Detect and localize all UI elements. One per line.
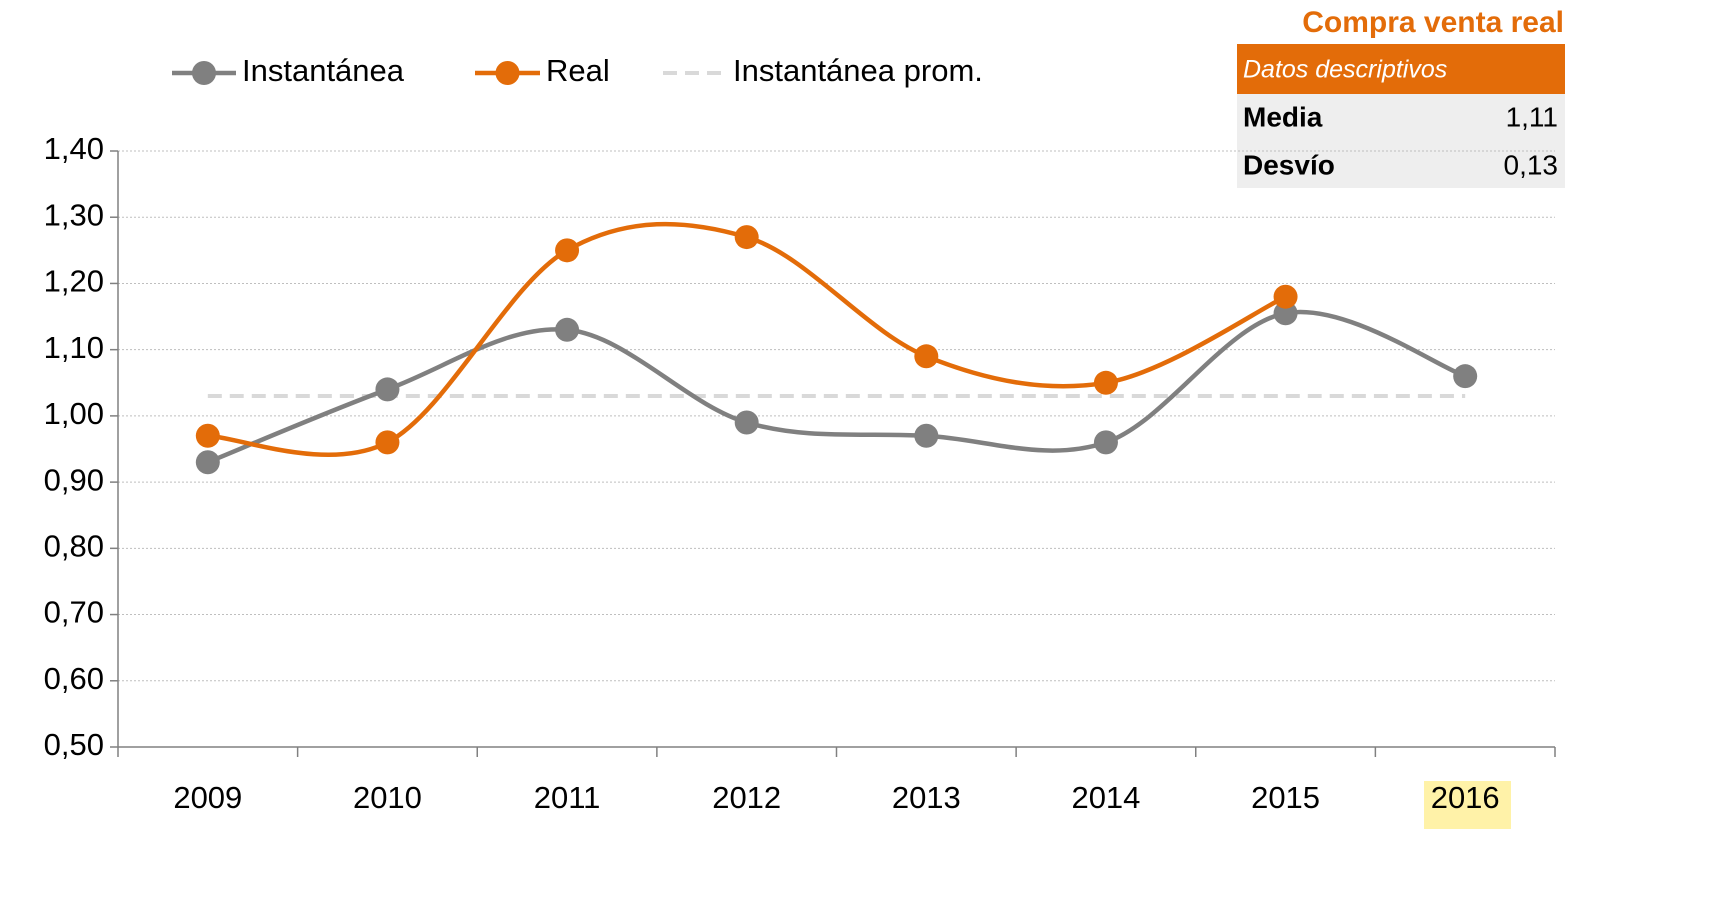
x-tick-label: 2013	[892, 780, 961, 815]
point	[914, 344, 939, 369]
legend-marker	[192, 61, 216, 85]
x-tick-label: 2010	[353, 780, 422, 815]
table-value: 0,13	[1504, 149, 1559, 180]
point	[1273, 284, 1298, 309]
y-tick-label: 1,30	[44, 197, 104, 232]
point	[1453, 364, 1478, 389]
point	[1093, 370, 1118, 395]
x-tick-label: 2016	[1431, 780, 1500, 815]
legend-label: Instantánea prom.	[733, 53, 983, 88]
point	[734, 410, 759, 435]
y-tick-label: 1,00	[44, 396, 104, 431]
y-tick-label: 0,50	[44, 727, 104, 762]
point	[555, 238, 580, 263]
x-tick-label: 2012	[712, 780, 781, 815]
x-tick-label: 2011	[534, 780, 601, 815]
highlight	[1424, 781, 1511, 829]
x-tick-label: 2009	[173, 780, 242, 815]
legend-label: Real	[546, 53, 610, 88]
table-body-bg	[1237, 94, 1565, 188]
point	[914, 423, 939, 448]
x-tick-label: 2015	[1251, 780, 1320, 815]
y-tick-label: 0,90	[44, 462, 104, 497]
point	[734, 225, 759, 250]
y-tick-label: 1,10	[44, 330, 104, 365]
y-tick-label: 0,60	[44, 661, 104, 696]
point	[195, 450, 220, 475]
table-label: Desvío	[1243, 149, 1335, 180]
point	[1273, 301, 1298, 326]
point	[1093, 430, 1118, 455]
y-tick-label: 1,40	[44, 131, 104, 166]
table-label: Media	[1243, 101, 1323, 132]
series-line	[206, 309, 1466, 465]
x-tick-label: 2014	[1071, 780, 1140, 815]
point	[375, 377, 400, 402]
table-value: 1,11	[1506, 101, 1558, 132]
table-header-bg	[1237, 44, 1565, 94]
y-tick-label: 0,80	[44, 529, 104, 564]
table-title: Compra venta real	[1302, 6, 1564, 39]
table-header: Datos descriptivos	[1243, 56, 1447, 84]
legend-label: Instantánea	[242, 53, 405, 88]
point	[375, 430, 400, 455]
point	[555, 317, 580, 342]
y-tick-label: 1,20	[44, 264, 104, 299]
y-tick-label: 0,70	[44, 595, 104, 630]
legend-marker	[495, 61, 520, 85]
point	[195, 423, 220, 448]
